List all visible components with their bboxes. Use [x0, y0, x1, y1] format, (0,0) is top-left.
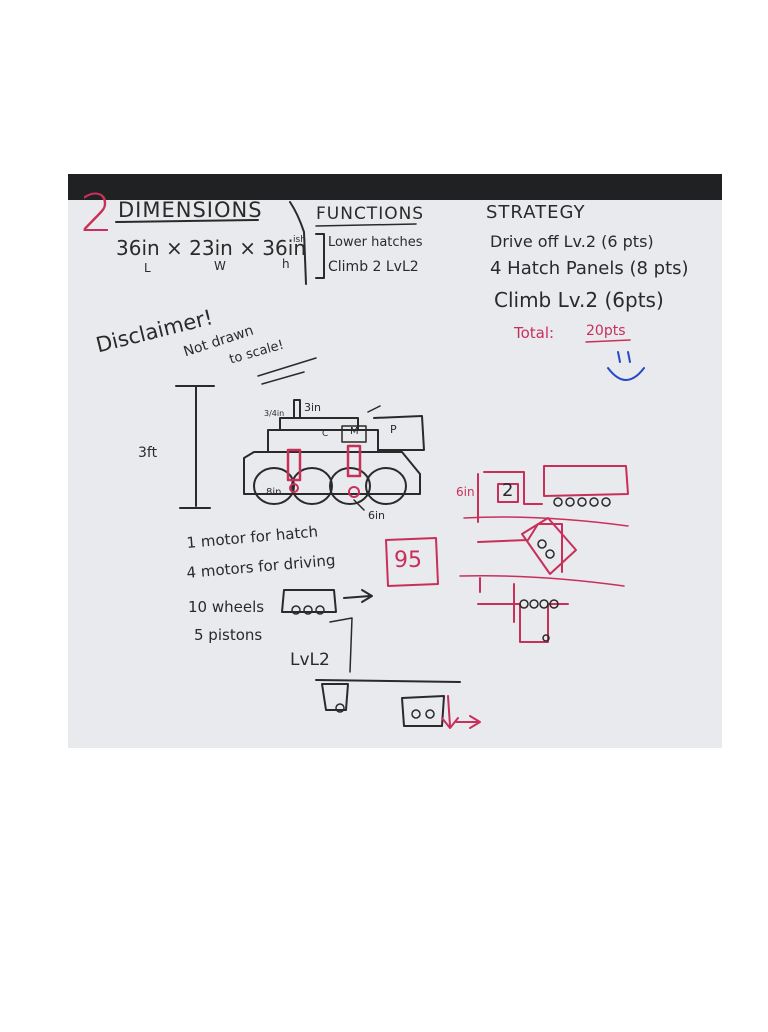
step-height-label: 6in [456, 485, 475, 499]
dimensions-heading: DIMENSIONS [118, 198, 263, 222]
arrow-right-red-icon [455, 715, 481, 729]
level-robot-right [401, 695, 445, 727]
whiteboard-top-frame [68, 174, 722, 200]
robot-dim-6in: 6in [368, 509, 386, 522]
functions-item-1: Lower hatches [328, 235, 423, 250]
strategy-item-2: 4 Hatch Panels (8 pts) [490, 258, 689, 279]
functions-underline [315, 223, 417, 227]
parts-item-3: 10 wheels [188, 598, 265, 616]
score-box-number: 95 [394, 548, 422, 573]
dimensions-note: ish [293, 235, 306, 245]
functions-bracket [315, 233, 325, 279]
total-underline [585, 339, 631, 343]
robot-box-p: P [390, 423, 397, 436]
strategy-item-1: Drive off Lv.2 (6 pts) [490, 232, 654, 251]
robot-dim-3in: 3in [304, 401, 322, 414]
climb-sketch [459, 465, 629, 643]
dimension-axis-l: L [144, 261, 151, 275]
team-number: 2 [80, 184, 114, 244]
robot-box-c: C [322, 429, 329, 439]
robot-dim-34in: 3/4in [264, 409, 285, 418]
disclaimer-underline [257, 357, 317, 385]
strategy-heading: STRATEGY [486, 202, 586, 223]
score-box [385, 537, 439, 587]
functions-item-2: Climb 2 LvL2 [328, 259, 419, 275]
connector-line [329, 617, 353, 673]
whiteboard-drawings [115, 201, 645, 729]
strategy-total-value: 20pts [586, 323, 626, 339]
smiley-icon [607, 367, 645, 381]
robot-sketch [243, 399, 425, 511]
robot-dim-8in: 8in [266, 487, 282, 498]
whiteboard: 2 DIMENSIONS 36in × 23in × 36in ish L W … [68, 174, 722, 748]
smiley-eyes [617, 351, 631, 363]
height-label: 3ft [138, 445, 158, 461]
dimension-axis-w: W [214, 259, 226, 273]
level-robot-left [321, 683, 349, 711]
strategy-total-label: Total: [514, 324, 555, 342]
parts-item-4: 5 pistons [194, 626, 263, 644]
robot-box-m: M [350, 426, 359, 437]
robot-mini [281, 589, 337, 613]
strategy-item-3: Climb Lv.2 (6pts) [494, 288, 664, 312]
height-marker [175, 385, 215, 509]
dimensions-values: 36in × 23in × 36in [116, 236, 306, 260]
dimension-axis-h: h [282, 257, 290, 271]
functions-heading: FUNCTIONS [316, 204, 425, 224]
level-number-label: 2 [502, 480, 514, 501]
dimensions-underline [115, 219, 259, 223]
arrow-right-icon [343, 589, 373, 603]
header-divider [289, 201, 307, 285]
level-platform [315, 679, 461, 683]
level-label: LvL2 [290, 650, 330, 670]
